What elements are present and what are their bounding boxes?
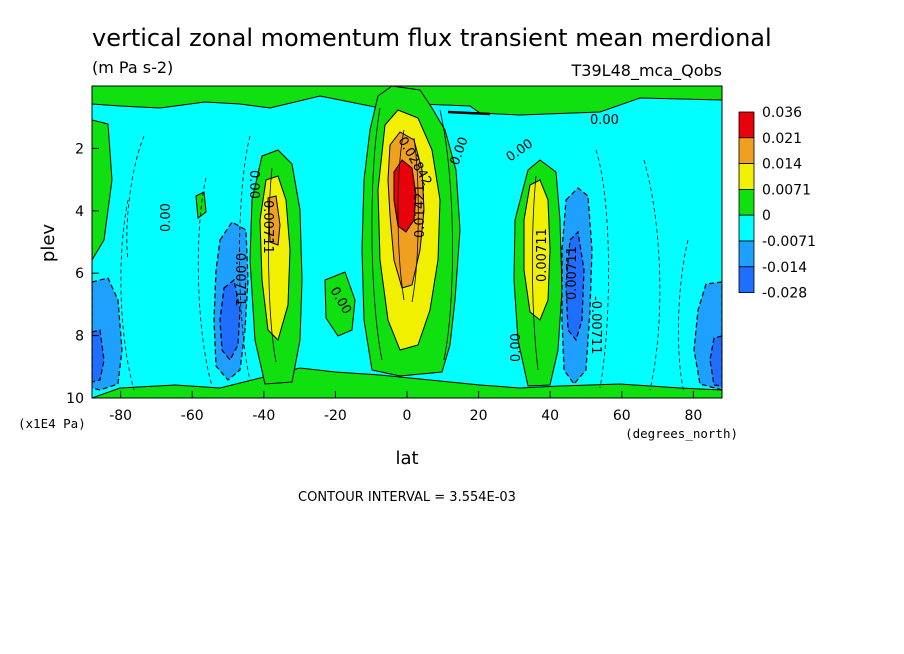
- legend-swatch: [738, 137, 755, 165]
- x-tick-label: 0: [403, 408, 412, 424]
- x-tick-label: 40: [541, 408, 559, 424]
- legend-label: -0.028: [762, 286, 807, 302]
- contour-label: 0.00711: [535, 228, 550, 282]
- x-axis: -80 -60 -40 -20 0 20 40 60 80: [109, 391, 702, 424]
- legend-swatch: [738, 266, 755, 293]
- contour-label: 0.00: [159, 203, 174, 232]
- y-tick-label: 2: [75, 141, 84, 157]
- units-label: (m Pa s-2): [92, 58, 173, 77]
- x-tick-label: -20: [324, 408, 347, 424]
- x-tick-label: 60: [613, 408, 631, 424]
- y-tick-label: 10: [66, 391, 84, 407]
- legend-label: 0: [762, 208, 771, 224]
- contour-label: 0.00: [246, 170, 261, 199]
- contour-fill: [92, 86, 722, 398]
- legend-swatch: [738, 111, 755, 139]
- run-label: T39L48_mca_Qobs: [571, 61, 722, 81]
- contour-label: -0.00711: [232, 248, 247, 306]
- x-tick-label: 80: [684, 408, 702, 424]
- legend-swatch: [738, 214, 755, 242]
- y-axis-label: plev: [38, 224, 59, 263]
- legend-swatch: [738, 240, 755, 268]
- contour-label: 0.00711: [565, 246, 580, 300]
- contour-label: 0.01421: [413, 184, 428, 238]
- fill-positive-max: [393, 159, 417, 233]
- y-tick-label: 6: [75, 266, 84, 282]
- legend-swatch: [738, 188, 755, 216]
- contour-interval-note: CONTOUR INTERVAL = 3.554E-03: [298, 490, 516, 505]
- x-units-label: (degrees_north): [625, 426, 738, 441]
- zero-line-segment: [447, 110, 491, 116]
- fill-negative-large: [92, 230, 722, 387]
- y-tick-label: 4: [75, 204, 84, 220]
- contour-label: 0.00: [509, 333, 524, 362]
- chart-title: vertical zonal momentum flux transient m…: [92, 24, 772, 52]
- color-legend: 0.036 0.021 0.014 0.0071 0 -0.0071 -0.014 -0.02…: [738, 105, 816, 302]
- y-units-label: (x1E4 Pa): [18, 416, 86, 431]
- y-axis: 2 4 6 8 10: [66, 141, 99, 407]
- positive-contours: [268, 107, 539, 371]
- contour-label: -0.00711: [588, 296, 603, 354]
- x-tick-label: -40: [252, 408, 275, 424]
- legend-label: -0.0071: [762, 234, 816, 250]
- legend-label: 0.014: [762, 157, 802, 173]
- x-tick-label: -60: [181, 408, 204, 424]
- x-axis-label: lat: [395, 448, 418, 469]
- contour-label: 0.00711: [260, 200, 275, 254]
- y-tick-label: 8: [75, 329, 84, 345]
- legend-label: 0.021: [762, 131, 802, 147]
- x-tick-label: 20: [470, 408, 488, 424]
- contour-label: 0.00: [590, 113, 619, 128]
- legend-label: 0.036: [762, 105, 802, 121]
- legend-label: 0.0071: [762, 182, 811, 198]
- x-tick-label: -80: [109, 408, 132, 424]
- legend-swatch: [738, 163, 755, 190]
- legend-label: -0.014: [762, 260, 807, 276]
- negative-contours: [120, 135, 689, 393]
